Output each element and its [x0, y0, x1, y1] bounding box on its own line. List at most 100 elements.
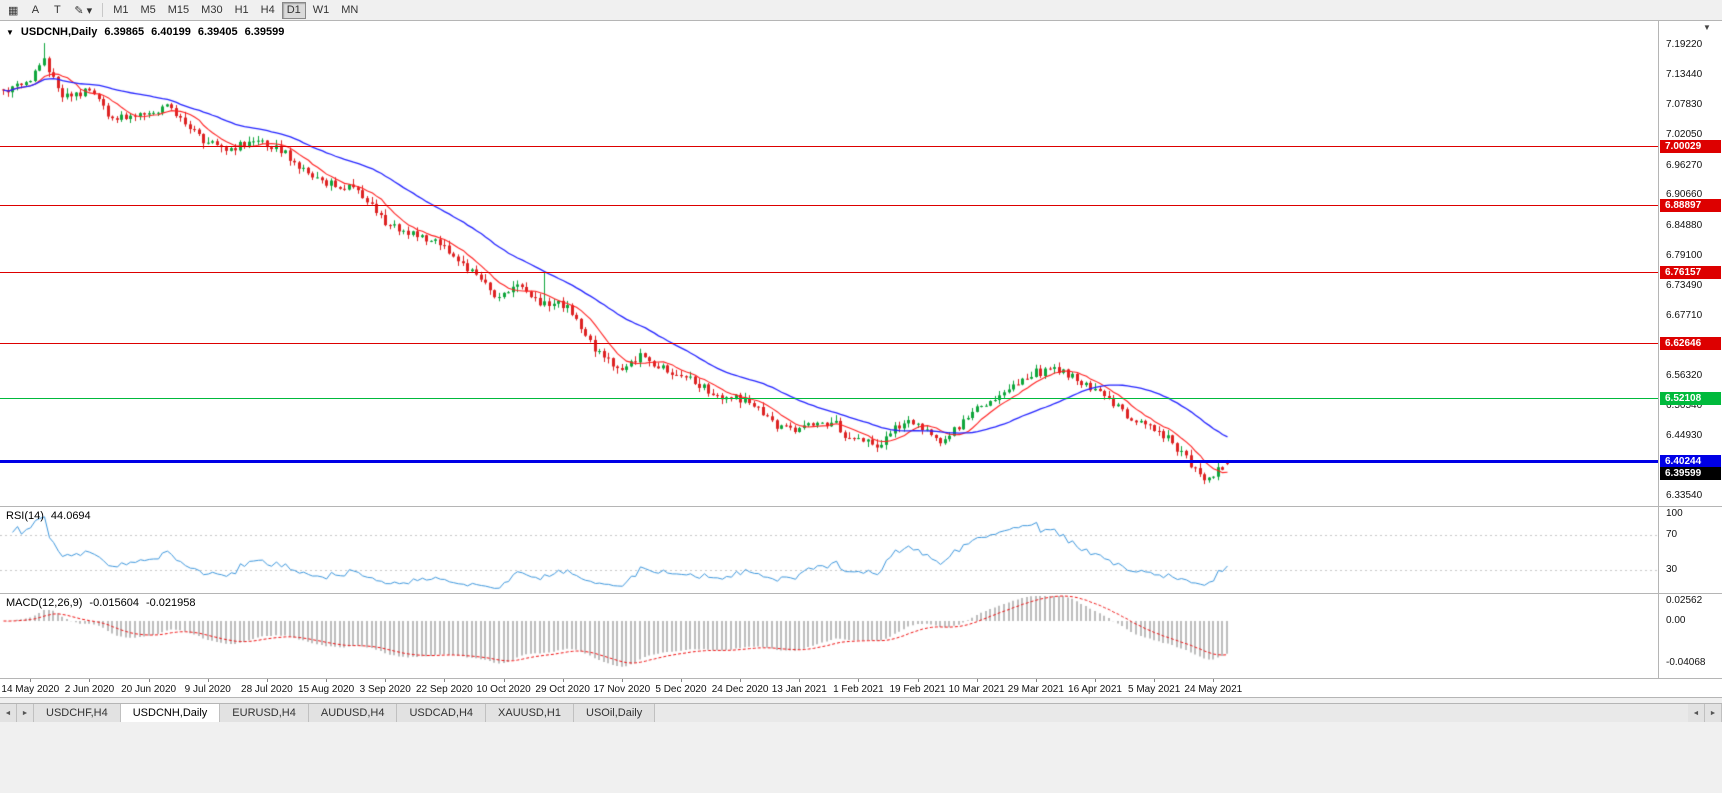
- time-axis-tick: [1213, 679, 1215, 682]
- rsi-chart-canvas[interactable]: [0, 507, 1658, 593]
- price-line-label: 6.52108: [1660, 392, 1721, 406]
- rsi-value: 44.0694: [50, 510, 91, 522]
- time-axis-label: 1 Feb 2021: [833, 684, 884, 695]
- one-click-trading-arrow-icon[interactable]: ▼: [6, 27, 14, 37]
- panel-separator[interactable]: [0, 506, 1722, 507]
- chart-tab-usdchf-h4[interactable]: USDCHF,H4: [34, 704, 121, 722]
- time-axis-tick: [266, 679, 268, 682]
- time-axis-tick: [326, 679, 328, 682]
- price-line-label: 7.00029: [1660, 140, 1721, 154]
- chart-tab-eurusd-h4[interactable]: EURUSD,H4: [220, 704, 309, 722]
- horizontal-line-6.52108[interactable]: [0, 398, 1658, 400]
- macd-indicator-panel[interactable]: MACD(12,26,9) -0.015604 -0.021958: [0, 594, 1722, 678]
- tablist-next-icon[interactable]: ►: [1705, 704, 1722, 722]
- timeframe-button-w1[interactable]: W1: [312, 4, 330, 16]
- time-axis-tick: [858, 679, 860, 682]
- horizontal-line-7.00029[interactable]: [0, 146, 1658, 148]
- rsi-axis-tick: 30: [1666, 563, 1678, 575]
- time-axis-tick: [503, 679, 505, 682]
- tab-scroll-left-group: ◄ ►: [0, 704, 34, 722]
- time-axis-tick: [799, 679, 801, 682]
- price-axis-tick: 7.07830: [1666, 98, 1703, 110]
- price-axis-tick: 6.44930: [1666, 430, 1703, 441]
- candlestick-chart-canvas[interactable]: [0, 21, 1658, 506]
- rsi-label: RSI(14) 44.0694: [6, 510, 91, 522]
- timeframe-button-m1[interactable]: M1: [113, 4, 129, 16]
- time-axis-tick: [562, 679, 564, 682]
- timeframe-button-d1[interactable]: D1: [281, 1, 306, 19]
- time-axis-label: 29 Oct 2020: [535, 684, 590, 695]
- price-scale[interactable]: 7.19220 7.13440 7.07830 7.02050 6.96270 6.906…: [1658, 21, 1722, 678]
- cursor-icon[interactable]: A: [31, 4, 40, 16]
- time-axis-tick: [621, 679, 623, 682]
- price-axis-tick: 6.73490: [1666, 279, 1703, 291]
- price-axis-tick: 7.02050: [1666, 129, 1703, 141]
- ohlc-close-value: 6.39599: [244, 26, 285, 38]
- price-axis-tick: 6.56320: [1666, 370, 1703, 382]
- horizontal-line-6.62646[interactable]: [0, 342, 1658, 344]
- timeframe-button-h1[interactable]: H1: [234, 4, 249, 16]
- price-axis-tick: 7.13440: [1666, 69, 1703, 81]
- timeframe-button-mn[interactable]: MN: [341, 4, 359, 16]
- time-axis-label: 16 Apr 2021: [1068, 684, 1122, 695]
- timeframe-button-m5[interactable]: M5: [140, 4, 156, 16]
- tablist-prev-icon[interactable]: ◄: [1688, 704, 1705, 722]
- price-axis-tick: 6.67710: [1666, 310, 1703, 322]
- price-axis-tick: 6.33540: [1666, 489, 1703, 501]
- tab-scroll-left-icon[interactable]: ◄: [0, 704, 17, 722]
- price-axis-tick: 6.79100: [1666, 250, 1703, 262]
- macd-axis-tick: -0.04068: [1666, 656, 1706, 668]
- macd-main-value: -0.015604: [89, 597, 139, 609]
- time-axis-label: 3 Sep 2020: [359, 684, 411, 695]
- draw-tools-icon[interactable]: ✎ ▾: [74, 4, 93, 17]
- horizontal-line-6.40244[interactable]: [0, 459, 1658, 463]
- macd-axis-tick: 0.02562: [1666, 595, 1703, 606]
- chart-tab-xauusd-h1[interactable]: XAUUSD,H1: [486, 704, 574, 722]
- macd-name: MACD(12,26,9): [6, 597, 83, 609]
- chart-tab-usdcnh-daily[interactable]: USDCNH,Daily: [120, 704, 221, 722]
- macd-label: MACD(12,26,9) -0.015604 -0.021958: [6, 597, 196, 609]
- time-axis-label: 17 Nov 2020: [593, 684, 651, 695]
- timeframe-button-m30[interactable]: M30: [201, 4, 223, 16]
- toolbar-drawing-tools: ▦ A T ✎ ▾: [3, 2, 97, 19]
- chart-window-icon[interactable]: ▦: [8, 4, 19, 17]
- horizontal-line-6.76157[interactable]: [0, 271, 1658, 273]
- chart-tab-usdcad-h4[interactable]: USDCAD,H4: [397, 704, 487, 722]
- ohlc-open-value: 6.39865: [104, 26, 145, 38]
- toolbar-separator: [102, 3, 104, 17]
- macd-axis-tick: 0.00: [1666, 615, 1686, 626]
- time-axis-label: 20 Jun 2020: [121, 684, 177, 695]
- macd-chart-canvas[interactable]: [0, 594, 1658, 678]
- time-axis-label: 9 Jul 2020: [184, 684, 231, 695]
- price-axis-tick: 6.84880: [1666, 219, 1703, 231]
- price-line-label: 6.88897: [1660, 198, 1721, 212]
- timeframe-button-m15[interactable]: M15: [167, 4, 190, 16]
- price-line-label: 6.76157: [1660, 265, 1721, 279]
- timeframe-button-h4[interactable]: H4: [260, 4, 275, 16]
- chart-header: ▼ USDCNH,Daily 6.39865 6.40199 6.39405 6…: [6, 26, 284, 38]
- panel-separator: [0, 697, 1722, 698]
- chart-tab-usoil-daily[interactable]: USOil,Daily: [574, 704, 656, 722]
- price-chart-panel[interactable]: ▼ USDCNH,Daily 6.39865 6.40199 6.39405 6…: [0, 21, 1722, 506]
- chart-tab-audusd-h4[interactable]: AUDUSD,H4: [308, 704, 398, 722]
- tab-scroll-right-icon[interactable]: ►: [17, 704, 34, 722]
- time-axis-label: 29 Mar 2021: [1007, 684, 1064, 695]
- time-axis-tick: [917, 679, 919, 682]
- horizontal-line-6.88897[interactable]: [0, 204, 1658, 206]
- time-scale[interactable]: 14 May 2020 2 Jun 2020 20 Jun 2020 9 Jul 20…: [0, 679, 1722, 697]
- rsi-indicator-panel[interactable]: RSI(14) 44.0694: [0, 507, 1722, 593]
- time-axis-tick: [1154, 679, 1156, 682]
- text-icon[interactable]: T: [54, 4, 61, 16]
- rsi-axis-tick: 100: [1666, 508, 1683, 519]
- panel-separator[interactable]: [0, 593, 1722, 594]
- time-axis-label: 13 Jan 2021: [771, 684, 827, 695]
- time-axis-label: 5 Dec 2020: [655, 684, 707, 695]
- time-axis-tick: [148, 679, 150, 682]
- time-axis-tick: [444, 679, 446, 682]
- time-axis-tick: [740, 679, 742, 682]
- chart-tabs: USDCHF,H4 USDCNH,Daily EURUSD,H4 AUDUSD,H4 U…: [34, 704, 656, 722]
- chart-symbol-label: USDCNH,Daily: [20, 26, 98, 38]
- rsi-name: RSI(14): [6, 510, 44, 522]
- time-axis-tick: [89, 679, 91, 682]
- rsi-axis-tick: 70: [1666, 529, 1678, 541]
